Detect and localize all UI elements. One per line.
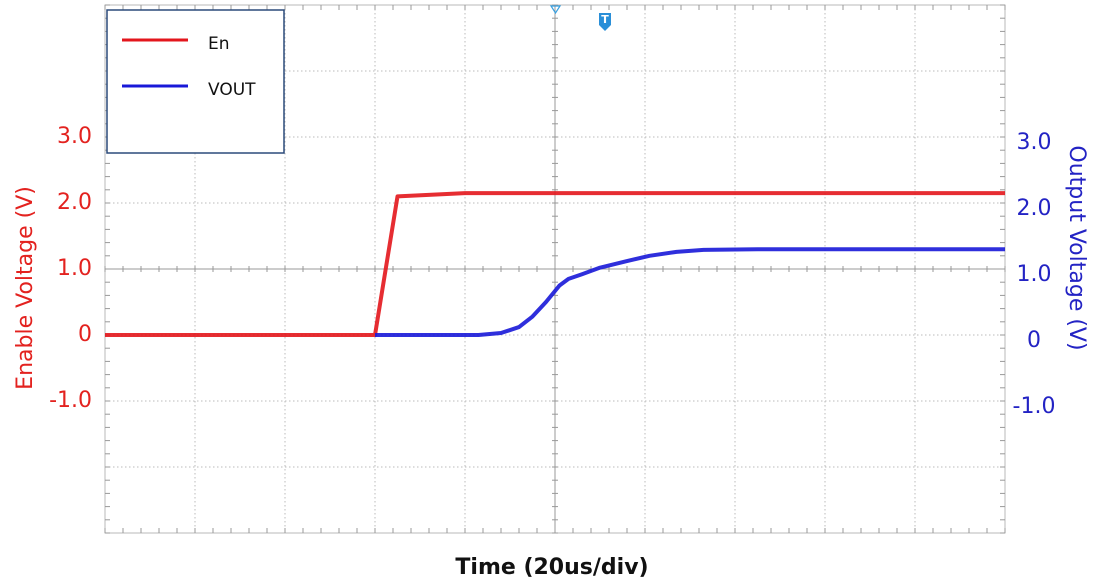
y-tick-label: 3.0 <box>57 124 92 149</box>
y2-tick-label: 0 <box>1027 328 1041 353</box>
y-tick-label: 1.0 <box>57 256 92 281</box>
y-tick-label: 2.0 <box>57 190 92 215</box>
trigger-icon <box>599 13 611 31</box>
trigger-marker: T <box>601 13 609 26</box>
y2-tick-label: 2.0 <box>1017 196 1052 221</box>
y2-tick-label: 1.0 <box>1017 262 1052 287</box>
trace <box>375 247 1005 337</box>
y-tick-label: -1.0 <box>49 388 92 413</box>
y2-tick-label: 3.0 <box>1017 130 1052 155</box>
x-axis-label: Time (20us/div) <box>455 555 648 580</box>
y-axis-label: Enable Voltage (V) <box>13 186 38 390</box>
legend-label: En <box>208 34 230 54</box>
legend-box <box>106 9 285 154</box>
traces <box>105 191 1005 337</box>
y-tick-label: 0 <box>78 322 92 347</box>
legend: En VOUT <box>106 9 285 154</box>
y2-tick-label: -1.0 <box>1013 394 1056 419</box>
y2-axis-label: Output Voltage (V) <box>1064 145 1089 350</box>
legend-label: VOUT <box>208 80 256 100</box>
trigger-position <box>549 5 562 15</box>
